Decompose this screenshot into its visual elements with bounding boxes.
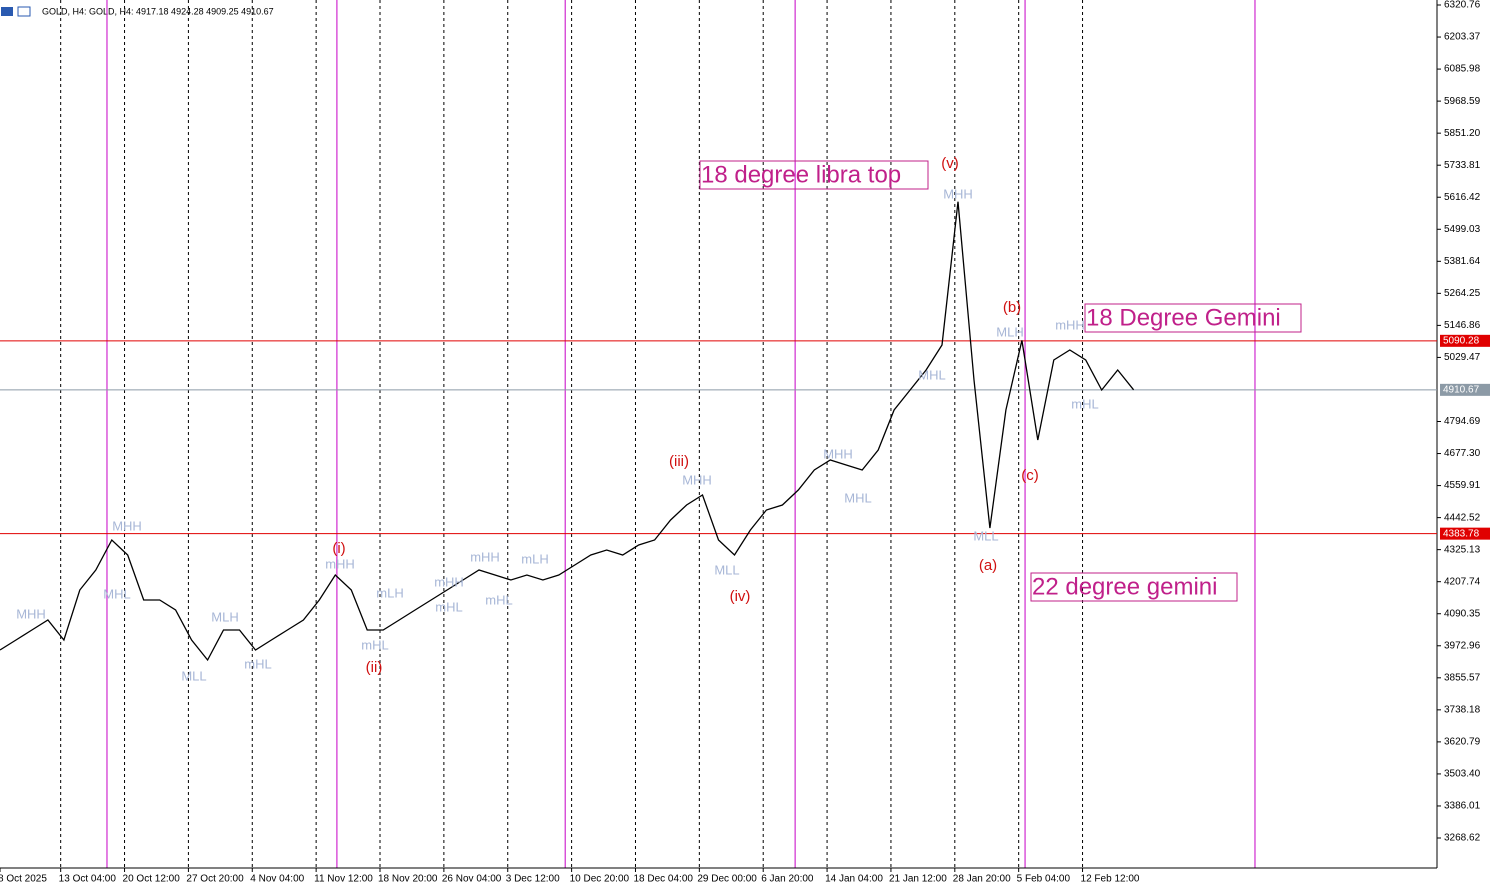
- y-tick-label: 4090.35: [1444, 608, 1481, 619]
- x-tick-label: 4 Nov 04:00: [250, 874, 304, 885]
- price-level-tag: [1440, 334, 1490, 347]
- y-tick-label: 5616.42: [1444, 192, 1481, 203]
- price-level-tag: [1440, 527, 1490, 540]
- structure-label: mLH: [521, 551, 548, 566]
- y-tick-label: 5381.64: [1444, 256, 1481, 267]
- x-tick-label: 27 Oct 20:00: [186, 874, 244, 885]
- wave-label: (a): [979, 557, 997, 574]
- y-tick-label: 5264.25: [1444, 288, 1481, 299]
- structure-label: mHH: [325, 556, 355, 571]
- x-tick-label: 8 Oct 2025: [0, 874, 47, 885]
- annotation-box: [1084, 303, 1302, 333]
- y-tick-label: 4207.74: [1444, 576, 1481, 587]
- x-tick-label: 18 Nov 20:00: [378, 874, 438, 885]
- price-level-tag: [1440, 383, 1490, 396]
- structure-label: MHH: [943, 186, 973, 201]
- y-tick-label: 6085.98: [1444, 64, 1481, 75]
- y-tick-label: 4442.52: [1444, 512, 1481, 523]
- y-tick-label: 3386.01: [1444, 801, 1481, 812]
- x-tick-label: 11 Nov 12:00: [314, 874, 373, 885]
- structure-label: MHH: [112, 518, 142, 533]
- structure-label: mHH: [434, 574, 464, 589]
- window-icon: [1, 7, 13, 16]
- structure-label: mHH: [1055, 317, 1085, 332]
- annotation-text: 18 Degree Gemini: [1086, 304, 1281, 331]
- structure-label: MLH: [211, 609, 238, 624]
- y-tick-label: 4559.91: [1444, 480, 1481, 491]
- structure-label: mHH: [470, 549, 500, 564]
- structure-label: mHL: [1071, 396, 1098, 411]
- y-tick-label: 4794.69: [1444, 416, 1481, 427]
- y-tick-label: 3620.79: [1444, 737, 1481, 748]
- structure-label: MHH: [823, 446, 853, 461]
- x-tick-label: 26 Nov 04:00: [442, 874, 502, 885]
- chart-icon: [17, 6, 31, 17]
- structure-label: mHL: [361, 637, 388, 652]
- wave-label: (ii): [366, 659, 383, 676]
- structure-label: MHL: [103, 586, 130, 601]
- x-tick-label: 6 Jan 20:00: [761, 874, 814, 885]
- price-level-label: 5090.28: [1443, 335, 1480, 346]
- structure-label: MHL: [918, 367, 945, 382]
- annotation-box: [699, 160, 929, 190]
- y-tick-label: 5733.81: [1444, 160, 1481, 171]
- x-tick-label: 12 Feb 12:00: [1081, 874, 1140, 885]
- structure-label: MHL: [844, 490, 871, 505]
- x-tick-label: 14 Jan 04:00: [825, 874, 883, 885]
- wave-label: (iii): [669, 453, 689, 470]
- y-tick-label: 5968.59: [1444, 96, 1481, 107]
- structure-label: MLH: [996, 324, 1023, 339]
- y-tick-label: 6203.37: [1444, 32, 1481, 43]
- wave-label: (iv): [730, 588, 751, 605]
- x-tick-label: 18 Dec 04:00: [633, 874, 693, 885]
- structure-label: MHH: [16, 606, 46, 621]
- structure-label: mLH: [376, 585, 403, 600]
- price-level-label: 4383.78: [1443, 528, 1480, 539]
- annotation-box: [1030, 572, 1238, 602]
- y-tick-label: 3268.62: [1444, 833, 1481, 844]
- y-tick-label: 3855.57: [1444, 672, 1481, 683]
- structure-label: mHL: [485, 592, 512, 607]
- y-tick-label: 3503.40: [1444, 769, 1481, 780]
- annotation-text: 22 degree gemini: [1032, 573, 1217, 600]
- chart-title: GOLD, H4: GOLD, H4: 4917.18 4924.28 4909…: [42, 6, 274, 16]
- x-tick-label: 10 Dec 20:00: [570, 874, 630, 885]
- y-tick-label: 4325.13: [1444, 544, 1481, 555]
- wave-label: (c): [1021, 467, 1039, 484]
- x-tick-label: 28 Jan 20:00: [953, 874, 1011, 885]
- structure-label: mHL: [435, 599, 462, 614]
- price-level-label: 4910.67: [1443, 384, 1480, 395]
- x-tick-label: 3 Dec 12:00: [506, 874, 560, 885]
- annotation-text: 18 degree libra top: [701, 161, 901, 188]
- y-tick-label: 3972.96: [1444, 640, 1481, 651]
- wave-label: (i): [332, 540, 345, 557]
- x-tick-label: 29 Dec 00:00: [697, 874, 757, 885]
- structure-label: MLL: [181, 668, 206, 683]
- x-tick-label: 13 Oct 04:00: [59, 874, 117, 885]
- price-line: [0, 201, 1135, 662]
- structure-label: MLL: [973, 528, 998, 543]
- x-tick-label: 20 Oct 12:00: [123, 874, 181, 885]
- structure-label: mHL: [244, 656, 271, 671]
- y-tick-label: 3738.18: [1444, 704, 1481, 715]
- structure-label: MLL: [714, 562, 739, 577]
- plot-area: [0, 0, 1437, 868]
- y-tick-label: 5851.20: [1444, 128, 1481, 139]
- x-tick-label: 21 Jan 12:00: [889, 874, 947, 885]
- structure-label: MHH: [682, 472, 712, 487]
- wave-label: (v): [941, 155, 959, 172]
- y-tick-label: 5146.86: [1444, 320, 1481, 331]
- y-tick-label: 5029.47: [1444, 352, 1481, 363]
- x-tick-label: 5 Feb 04:00: [1017, 874, 1071, 885]
- y-tick-label: 5499.03: [1444, 224, 1481, 235]
- wave-label: (b): [1003, 299, 1021, 316]
- y-tick-label: 6320.76: [1444, 0, 1481, 11]
- y-tick-label: 4677.30: [1444, 448, 1481, 459]
